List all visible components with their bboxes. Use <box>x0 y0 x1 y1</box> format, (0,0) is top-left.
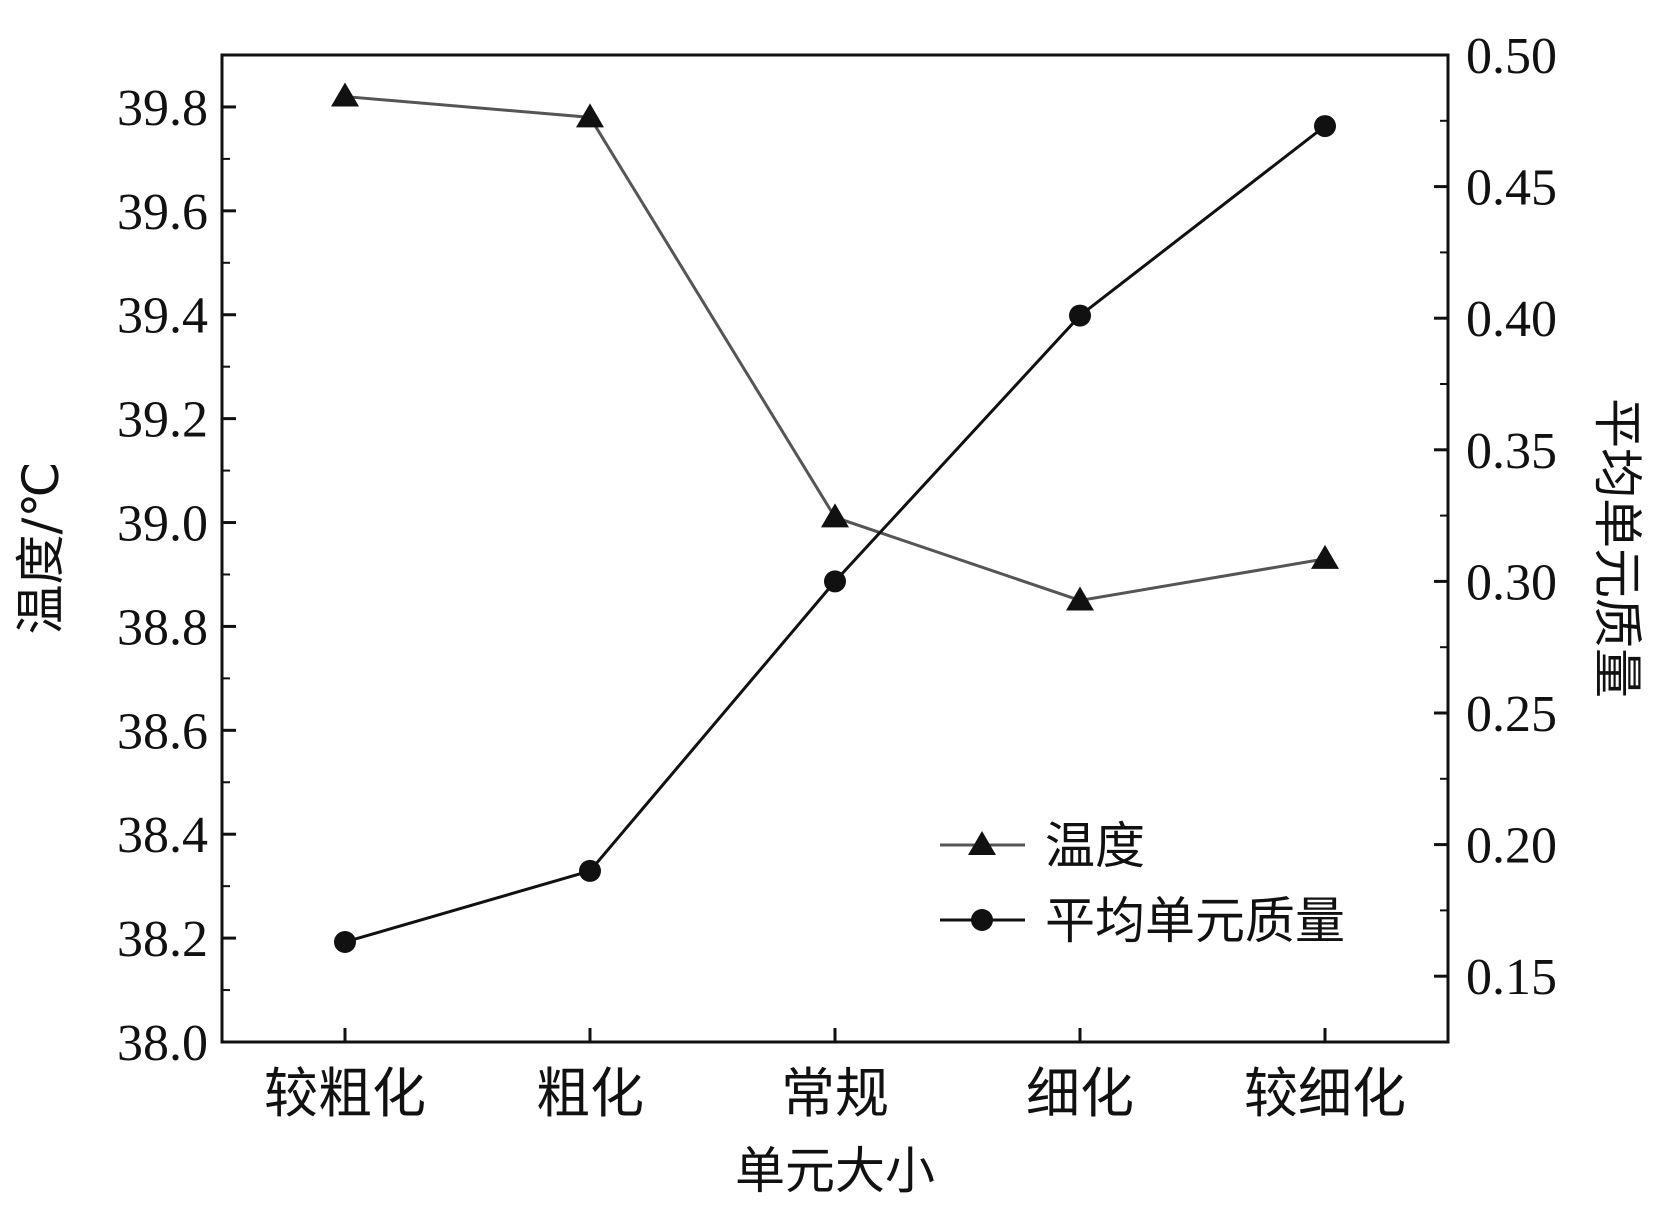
legend-marker-circle <box>971 909 993 931</box>
left-tick-label: 38.0 <box>117 1015 208 1072</box>
data-point-triangle <box>1311 544 1339 569</box>
right-tick-label: 0.35 <box>1466 423 1557 480</box>
data-point-triangle <box>1066 586 1094 611</box>
data-point-circle <box>579 859 601 882</box>
right-tick-label: 0.25 <box>1466 686 1557 743</box>
data-point-circle <box>1069 304 1091 327</box>
x-tick-label: 细化 <box>1026 1062 1134 1125</box>
series-layer <box>331 82 1339 953</box>
x-tick-label: 粗化 <box>536 1062 644 1125</box>
data-point-circle <box>334 930 356 953</box>
left-axis-title: 温度/℃ <box>12 462 70 635</box>
right-axis-ticks: 0.15 0.20 0.25 0.30 0.35 0.40 0.45 0.50 <box>1434 28 1557 1006</box>
legend-label-mass: 平均单元质量 <box>1045 892 1345 950</box>
left-tick-label: 39.8 <box>117 80 208 137</box>
x-axis-title: 单元大小 <box>735 1142 935 1200</box>
left-axis-ticks: 38.0 38.2 38.4 38.6 38.8 39.0 39.2 39.4 39.6 39.8 <box>117 80 236 1072</box>
right-tick-label: 0.30 <box>1466 554 1557 611</box>
left-tick-label: 39.0 <box>117 496 208 553</box>
data-point-circle <box>1314 115 1336 138</box>
left-tick-label: 38.8 <box>117 599 208 656</box>
left-tick-label: 39.4 <box>117 288 208 345</box>
data-point-triangle <box>821 503 849 528</box>
data-point-circle <box>824 570 846 593</box>
right-axis-title: 平均单元质量 <box>1588 398 1646 698</box>
legend-marker-triangle <box>968 831 996 855</box>
x-axis-ticks: 较粗化 粗化 常规 细化 较细化 <box>264 1028 1406 1125</box>
left-tick-label: 39.6 <box>117 184 208 241</box>
left-tick-label: 38.4 <box>117 807 208 864</box>
right-tick-label: 0.45 <box>1466 160 1557 217</box>
right-tick-label: 0.15 <box>1466 949 1557 1006</box>
legend-label-temperature: 温度 <box>1045 817 1145 875</box>
right-tick-label: 0.20 <box>1466 818 1557 875</box>
data-point-triangle <box>331 82 359 107</box>
left-tick-label: 39.2 <box>117 392 208 449</box>
x-tick-label: 较细化 <box>1244 1062 1406 1125</box>
series-line-1 <box>344 124 1326 944</box>
left-tick-label: 38.2 <box>117 911 208 968</box>
x-tick-label: 常规 <box>781 1062 889 1125</box>
x-tick-label: 较粗化 <box>264 1062 426 1125</box>
right-tick-label: 0.50 <box>1466 28 1557 85</box>
left-tick-label: 38.6 <box>117 703 208 760</box>
right-tick-label: 0.40 <box>1466 291 1557 348</box>
data-point-triangle <box>576 103 604 128</box>
legend: 温度 平均单元质量 <box>940 817 1345 950</box>
